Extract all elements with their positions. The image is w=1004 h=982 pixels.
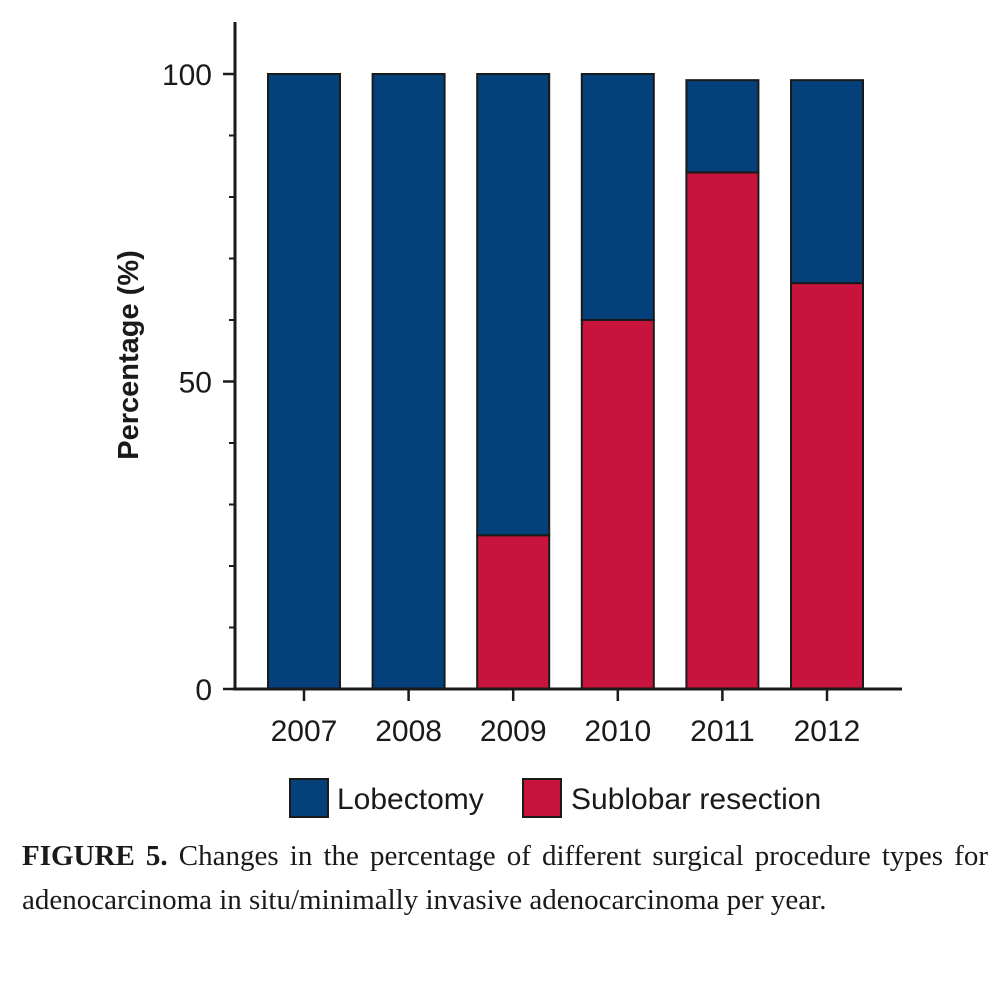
bar-lobectomy-2012 <box>790 79 864 285</box>
legend-swatch-sublobar <box>522 778 562 818</box>
y-tick-label-100: 100 <box>162 59 212 92</box>
legend: Lobectomy Sublobar resection <box>289 778 821 818</box>
x-tick-label-2012: 2012 <box>794 715 861 748</box>
bar-sublobar-resection-2009 <box>476 534 551 690</box>
bar-sublobar-resection-2012 <box>790 282 864 690</box>
bar-lobectomy-2007 <box>267 73 341 690</box>
x-tick-label-2009: 2009 <box>480 715 547 748</box>
x-tick-label-2008: 2008 <box>375 715 442 748</box>
y-axis-label: Percentage (%) <box>113 250 145 460</box>
bars-group <box>267 73 864 690</box>
y-ticks-group: 0 50 100 <box>162 59 235 707</box>
figure-caption: FIGURE 5. Changes in the percentage of d… <box>22 834 988 922</box>
y-tick-label-50: 50 <box>179 367 212 400</box>
legend-label-sublobar: Sublobar resection <box>571 783 821 816</box>
bar-lobectomy-2011 <box>685 79 760 174</box>
axes-group <box>233 22 902 691</box>
bar-lobectomy-2009 <box>476 73 551 537</box>
legend-label-lobectomy: Lobectomy <box>337 783 484 816</box>
y-tick-label-0: 0 <box>195 674 212 707</box>
x-tick-label-2011: 2011 <box>690 715 755 748</box>
bar-sublobar-resection-2010 <box>580 319 655 690</box>
x-tick-label-2007: 2007 <box>271 715 338 748</box>
stacked-bar-chart: 0 50 100 2007 2008 2009 2010 2011 2012 Percenta… <box>113 22 902 818</box>
legend-swatch-lobectomy <box>289 778 329 818</box>
bar-sublobar-resection-2011 <box>685 171 760 690</box>
x-tick-label-2010: 2010 <box>584 715 651 748</box>
caption-text: Changes in the percentage of different s… <box>22 840 988 916</box>
x-ticks-group: 2007 2008 2009 2010 2011 2012 <box>271 689 861 748</box>
bar-lobectomy-2008 <box>371 73 446 690</box>
bar-lobectomy-2010 <box>580 73 655 321</box>
caption-label: FIGURE 5. <box>22 840 168 872</box>
